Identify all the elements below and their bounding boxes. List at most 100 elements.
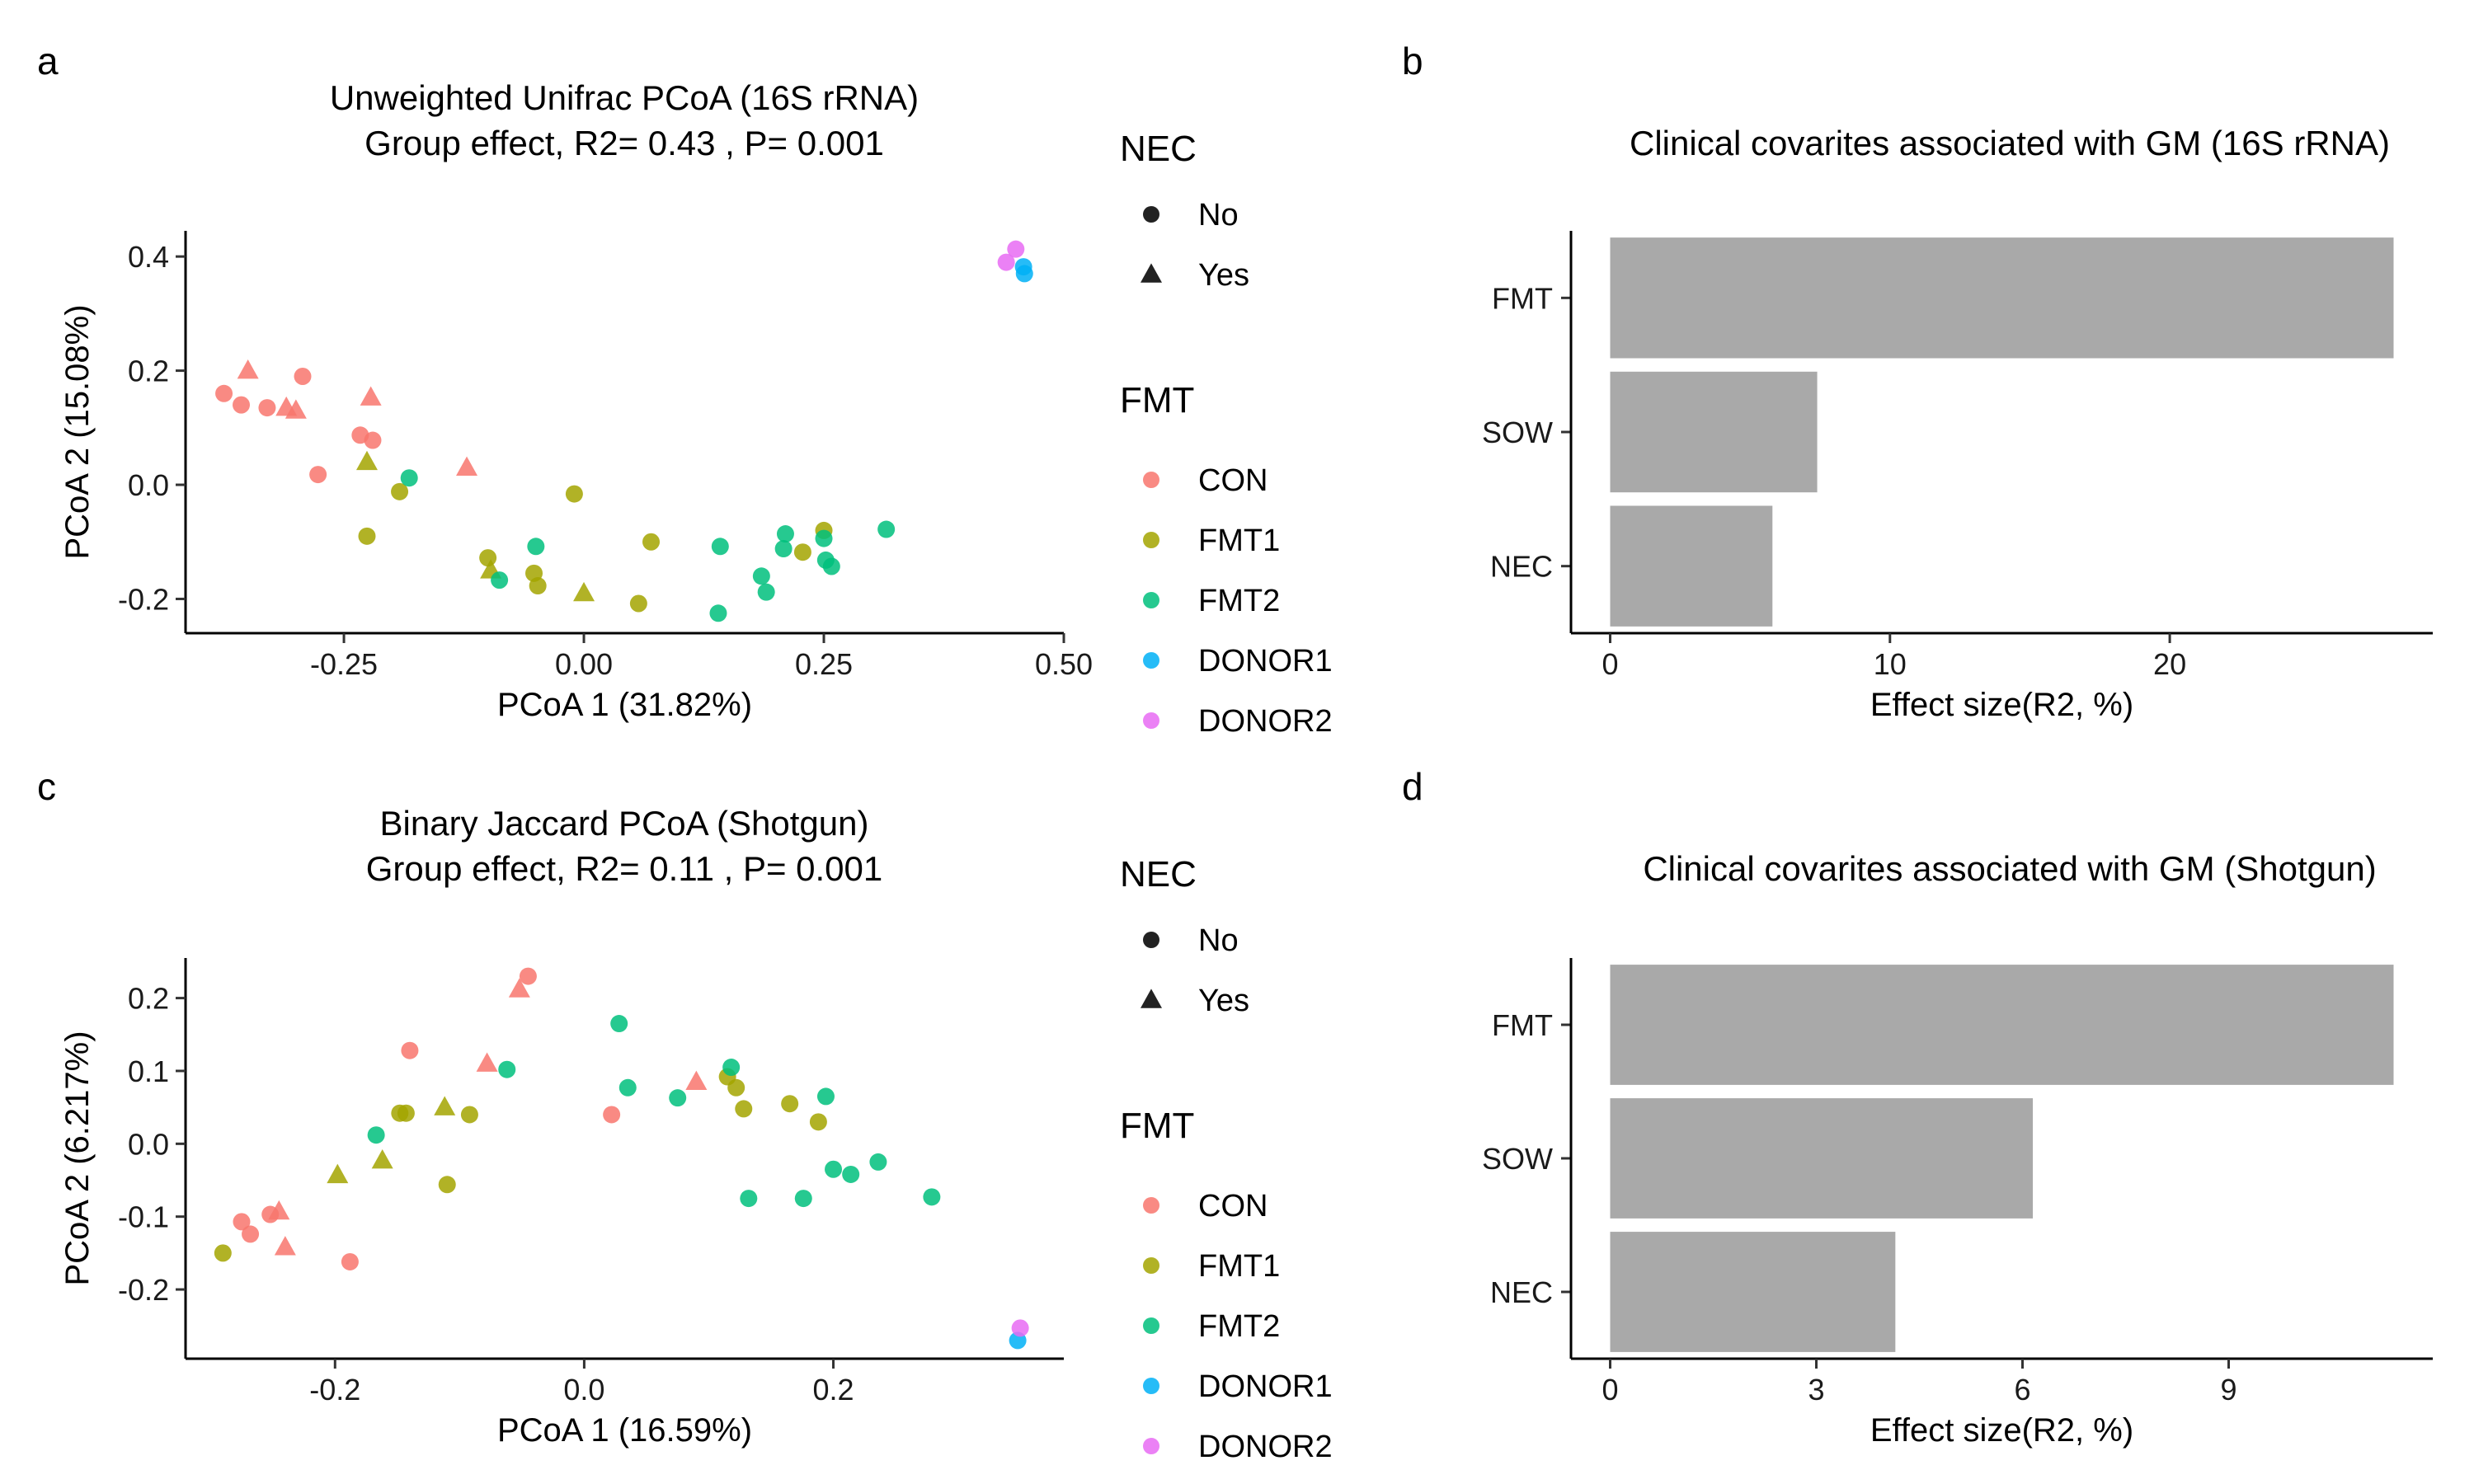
data-point-triangle: [327, 1163, 349, 1184]
legend-key-fmt1: [1143, 532, 1159, 548]
data-point-circle: [529, 577, 547, 595]
data-point-circle: [438, 1176, 456, 1194]
panel-label-b: b: [1402, 40, 1423, 82]
chart-title-a: Unweighted Unifrac PCoA (16S rRNA): [330, 78, 919, 117]
chart-subtitle-a: Group effect, R2= 0.43 , P= 0.001: [365, 124, 884, 162]
x-tick-label: 6: [2014, 1373, 2030, 1407]
data-point-circle: [294, 368, 312, 386]
x-tick-label: -0.2: [309, 1373, 360, 1407]
data-point-circle: [400, 469, 418, 487]
legend-label-fmt1: FMT1: [1198, 524, 1280, 558]
data-point-circle: [727, 1078, 745, 1097]
bar-sow: [1610, 371, 1818, 493]
legend-key-circle: [1143, 932, 1159, 948]
data-point-triangle: [434, 1096, 456, 1115]
legend-key-fmt2: [1143, 592, 1159, 608]
chart-title-b: Clinical covarites associated with GM (1…: [1630, 124, 2390, 162]
data-point-circle: [825, 1160, 843, 1178]
x-tick-label: 10: [1874, 647, 1907, 681]
data-point-triangle: [237, 359, 259, 379]
y-tick-label: 0.4: [128, 240, 169, 274]
data-point-circle: [794, 1190, 812, 1208]
data-point-circle: [774, 540, 793, 558]
legend-label-donor2: DONOR2: [1198, 704, 1333, 739]
legend-key-donor1: [1143, 652, 1159, 669]
chart-title-c: Binary Jaccard PCoA (Shotgun): [380, 804, 869, 843]
x-tick-label: 3: [1808, 1373, 1824, 1407]
x-axis-label: Effect size(R2, %): [1870, 1412, 2133, 1449]
data-point-circle: [757, 583, 775, 601]
data-point-triangle: [476, 1052, 498, 1072]
data-point-circle: [740, 1190, 758, 1208]
data-point-circle: [781, 1095, 799, 1113]
x-tick-label: 0.50: [1035, 647, 1093, 681]
x-tick-label: 20: [2153, 647, 2186, 681]
data-point-circle: [233, 1213, 251, 1231]
x-axis-label: PCoA 1 (16.59%): [497, 1412, 752, 1449]
data-point-circle: [214, 1244, 232, 1262]
data-point-circle: [1015, 265, 1033, 283]
category-label-nec: NEC: [1490, 1275, 1553, 1309]
x-axis-label: Effect size(R2, %): [1870, 687, 2133, 723]
legend-title-nec: NEC: [1120, 129, 1197, 169]
y-tick-label: -0.2: [118, 1273, 169, 1307]
x-tick-label: -0.25: [310, 647, 378, 681]
data-point-circle: [1011, 1319, 1029, 1337]
data-point-circle: [642, 533, 661, 551]
data-point-circle: [842, 1165, 860, 1183]
y-tick-label: 0.0: [128, 1127, 169, 1161]
data-point-circle: [479, 549, 497, 567]
scatter-plot-a: -0.25 0.00 0.25 0.50 -0.2 0.0 0.2 0.4 PCoA 1 (31…: [59, 231, 1093, 723]
legend-key-donor2: [1143, 1438, 1159, 1454]
legend-label-con: CON: [1198, 1189, 1268, 1223]
data-point-triangle: [274, 1236, 296, 1256]
data-point-circle: [822, 557, 840, 575]
y-tick-label: -0.1: [118, 1200, 169, 1234]
data-point-circle: [233, 396, 251, 414]
data-point-circle: [722, 1059, 741, 1077]
x-tick-label: 0: [1602, 1373, 1618, 1407]
data-point-triangle: [685, 1070, 708, 1090]
legend-key-circle: [1143, 206, 1159, 223]
data-point-circle: [815, 529, 833, 547]
data-point-triangle: [360, 386, 382, 406]
panel-label-c: c: [37, 765, 56, 808]
data-point-circle: [776, 525, 794, 543]
data-point-circle: [391, 482, 409, 500]
y-tick-label: -0.2: [118, 582, 169, 616]
legend-label-con: CON: [1198, 463, 1268, 498]
legend-label-yes: Yes: [1198, 258, 1249, 293]
data-point-triangle: [371, 1149, 393, 1169]
category-label-sow: SOW: [1482, 1142, 1553, 1176]
data-point-circle: [215, 384, 233, 402]
data-point-circle: [816, 1087, 835, 1106]
data-point-circle: [603, 1106, 621, 1124]
legend-title-nec: NEC: [1120, 854, 1197, 895]
bar-fmt: [1610, 237, 2394, 359]
legend-key-con: [1143, 472, 1159, 488]
y-tick-label: 0.2: [128, 355, 169, 388]
x-tick-label: 0.2: [813, 1373, 854, 1407]
data-point-circle: [610, 1015, 628, 1033]
data-point-circle: [669, 1089, 687, 1107]
data-point-circle: [527, 538, 545, 556]
data-point-circle: [618, 1078, 637, 1097]
data-point-circle: [519, 967, 537, 985]
legend-label-donor1: DONOR1: [1198, 644, 1333, 679]
y-tick-label: 0.1: [128, 1054, 169, 1088]
legend-title-fmt: FMT: [1120, 380, 1194, 420]
panel-label-d: d: [1402, 765, 1423, 808]
legend-key-fmt2: [1143, 1317, 1159, 1334]
legend-label-fmt1: FMT1: [1198, 1249, 1280, 1284]
data-point-circle: [869, 1153, 887, 1171]
y-tick-label: 0.2: [128, 982, 169, 1016]
data-point-circle: [1007, 240, 1025, 258]
data-point-circle: [735, 1100, 753, 1118]
x-tick-label: 0.25: [795, 647, 853, 681]
data-point-triangle: [508, 978, 530, 998]
legend-key-triangle: [1141, 263, 1162, 283]
legend-label-no: No: [1198, 923, 1239, 958]
data-point-circle: [877, 520, 896, 538]
data-point-circle: [309, 466, 327, 484]
